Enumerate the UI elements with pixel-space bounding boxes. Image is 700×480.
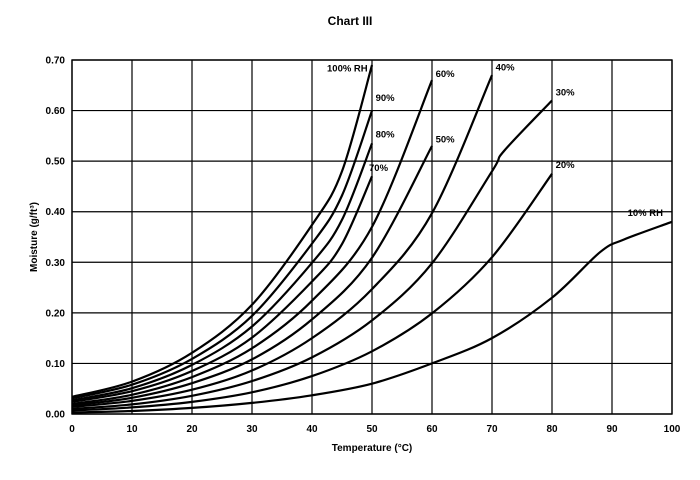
x-tick-label: 40 [306, 424, 318, 435]
x-tick-label: 10 [126, 424, 138, 435]
x-tick-label: 20 [186, 424, 198, 435]
series-line [71, 64, 374, 398]
series-line [71, 142, 374, 402]
series-labels: 100% RH 90% 80% 70% 60% 50% 40% 30% 20% 10% RH [327, 63, 663, 219]
y-tick-label: 0.00 [46, 410, 66, 421]
y-tick-label: 0.20 [46, 308, 66, 319]
series-line [71, 175, 374, 403]
series-line [71, 220, 673, 414]
series-label: 20% [556, 160, 576, 171]
x-tick-label: 50 [366, 424, 378, 435]
series-line [71, 99, 553, 410]
x-tick-label: 70 [486, 424, 498, 435]
series-label: 10% RH [628, 208, 664, 219]
series-label: 70% [369, 163, 389, 174]
x-tick-label: 90 [606, 424, 618, 435]
series-label: 50% [436, 134, 456, 145]
series-line [71, 145, 433, 407]
series-line [71, 173, 553, 412]
series-line [71, 79, 434, 405]
series-label: 30% [556, 87, 576, 98]
series-label: 60% [436, 69, 456, 80]
tick-labels: 0 10 20 30 40 50 60 70 80 90 100 0.00 0.10 0.20 0.30 0.… [46, 56, 681, 436]
chart-title: Chart III [327, 14, 373, 28]
x-tick-label: 80 [546, 424, 558, 435]
series-line [71, 110, 374, 400]
y-axis-label: Moisture (g/ft³) [29, 202, 40, 272]
plot-border [71, 59, 673, 415]
series-label: 40% [496, 63, 516, 74]
x-tick-label: 30 [246, 424, 258, 435]
x-tick-label: 100 [664, 424, 681, 435]
y-tick-label: 0.50 [46, 157, 66, 168]
x-axis-label: Temperature (°C) [332, 443, 413, 454]
y-tick-label: 0.40 [46, 207, 66, 218]
series-label: 90% [376, 93, 396, 104]
series-label: 100% RH [327, 64, 368, 75]
y-tick-label: 0.10 [46, 359, 66, 370]
series-lines [71, 64, 673, 414]
series-label: 80% [376, 129, 396, 140]
y-tick-label: 0.70 [46, 56, 66, 67]
series-line [71, 74, 494, 408]
y-tick-label: 0.60 [46, 106, 66, 117]
x-tick-label: 60 [426, 424, 438, 435]
x-tick-label: 0 [69, 424, 75, 435]
y-tick-label: 0.30 [46, 258, 66, 269]
